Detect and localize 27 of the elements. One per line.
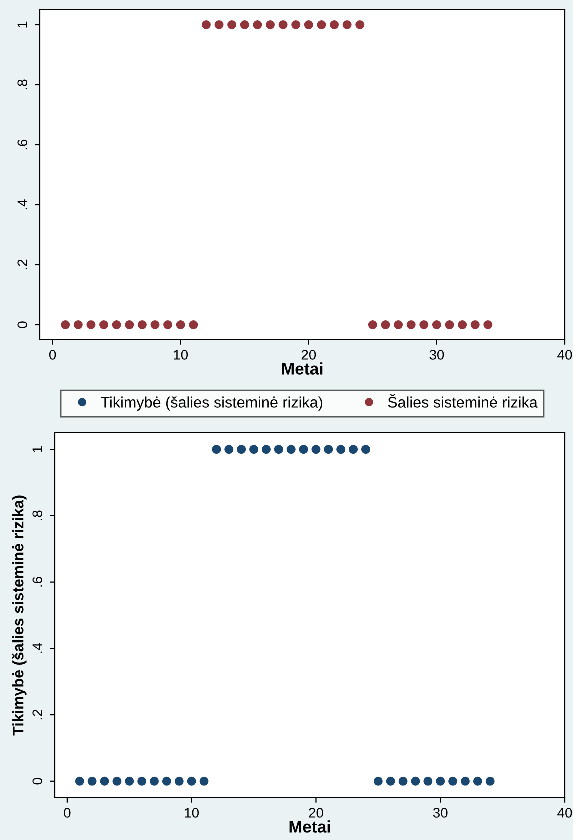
legend-label: Tikimybė (šalies sisteminė rizika): [101, 396, 322, 411]
x-axis-title: Metai: [282, 362, 323, 375]
x-tick-label: 0: [49, 350, 56, 360]
y-tick-label: .4: [32, 643, 42, 654]
y-tick-label: .6: [32, 577, 43, 587]
y-tick-label: .2: [32, 710, 42, 720]
y-axis-title: Tikimybė (šalies sisteminė rizika): [12, 496, 27, 736]
legend-label: Šalies sisteminė rizika: [388, 394, 538, 408]
y-tick-label: 1: [32, 446, 42, 452]
x-tick-label: 10: [174, 350, 188, 360]
x-axis-title: Metai: [290, 820, 330, 833]
y-tick-label: .8: [18, 80, 28, 90]
x-tick-label: 30: [430, 350, 444, 360]
y-tick-label: .8: [32, 510, 43, 520]
x-tick-label: 20: [302, 350, 316, 360]
x-tick-label: 10: [185, 808, 200, 818]
y-tick-label: .6: [18, 140, 28, 150]
x-tick-label: 40: [558, 350, 572, 360]
y-tick-label: .2: [18, 260, 28, 270]
x-tick-label: 40: [558, 808, 572, 818]
y-tick-label: 0: [18, 322, 28, 328]
y-tick-label: 1: [18, 22, 28, 28]
y-tick-label: .4: [18, 200, 28, 210]
x-tick-label: 20: [309, 808, 324, 818]
x-tick-label: 30: [433, 808, 448, 818]
x-tick-label: 0: [64, 808, 71, 818]
y-tick-label: 0: [32, 778, 43, 785]
